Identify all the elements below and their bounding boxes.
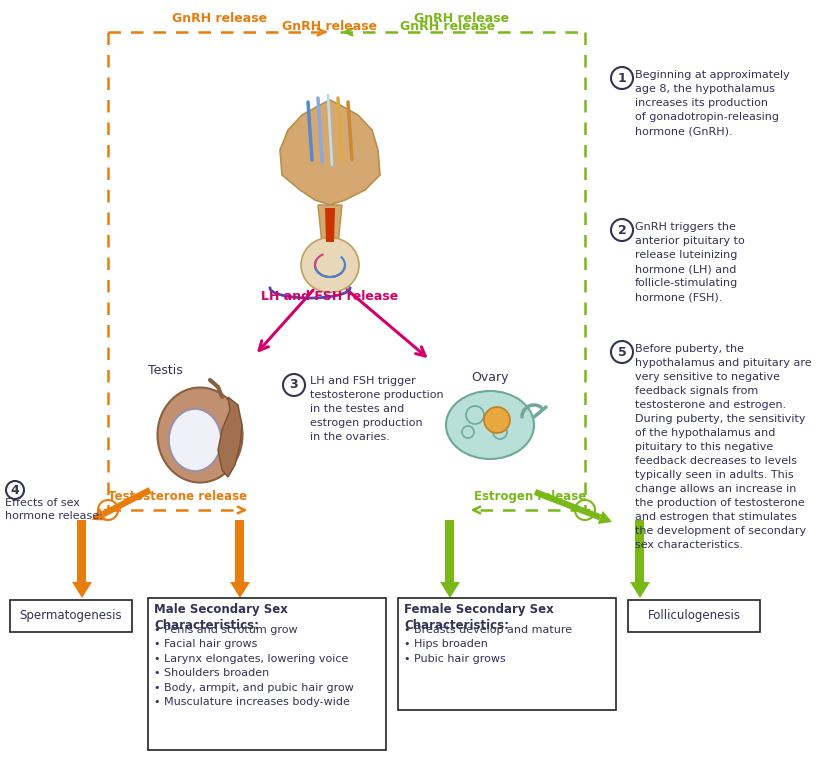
Text: 5: 5 [618,345,626,358]
Polygon shape [101,487,152,517]
Polygon shape [218,397,242,477]
Polygon shape [597,511,612,524]
Text: Estrogen release: Estrogen release [474,490,586,503]
Text: GnRH triggers the
anterior pituitary to
release luteinizing
hormone (LH) and
fol: GnRH triggers the anterior pituitary to … [635,222,745,302]
Polygon shape [440,582,460,598]
Polygon shape [318,205,342,245]
Text: −: − [101,503,115,517]
Ellipse shape [301,238,359,293]
Polygon shape [446,520,455,582]
Text: Testosterone release: Testosterone release [109,490,247,503]
Text: 1: 1 [618,72,626,85]
Bar [628,600,760,632]
Text: −: − [578,503,592,517]
Polygon shape [230,582,250,598]
Polygon shape [635,520,644,582]
Text: Beginning at approximately
age 8, the hypothalamus
increases its production
of g: Beginning at approximately age 8, the hy… [635,70,789,136]
Text: Male Secondary Sex
Characteristics:: Male Secondary Sex Characteristics: [154,603,288,632]
Ellipse shape [169,409,221,471]
Text: • Breasts develop and mature
• Hips broaden
• Pubic hair grows: • Breasts develop and mature • Hips broa… [404,625,572,664]
Circle shape [484,407,510,433]
Text: 3: 3 [290,378,298,391]
Polygon shape [280,100,380,205]
Polygon shape [325,208,335,242]
Text: 4: 4 [11,484,20,497]
Bar [398,598,616,710]
Polygon shape [534,489,602,520]
Bar [10,600,132,632]
Text: LH and FSH release: LH and FSH release [261,290,399,303]
Text: GnRH release: GnRH release [400,20,495,33]
Text: 2: 2 [618,224,626,237]
Text: Before puberty, the
hypothalamus and pituitary are
very sensitive to negative
fe: Before puberty, the hypothalamus and pit… [635,344,812,550]
Bar [148,598,386,750]
Polygon shape [236,520,245,582]
Polygon shape [630,582,650,598]
Text: • Penis and scrotum grow
• Facial hair grows
• Larynx elongates, lowering voice
: • Penis and scrotum grow • Facial hair g… [154,625,353,707]
Text: Spermatogenesis: Spermatogenesis [20,610,122,623]
Text: Effects of sex
hormone release:: Effects of sex hormone release: [5,498,103,521]
Text: GnRH release: GnRH release [172,12,268,25]
Polygon shape [92,508,106,520]
Text: GnRH release: GnRH release [414,12,509,25]
Polygon shape [77,520,87,582]
Text: Ovary: Ovary [471,371,508,384]
Ellipse shape [157,387,242,483]
Text: GnRH release: GnRH release [283,20,377,33]
Polygon shape [72,582,92,598]
Text: Folliculogenesis: Folliculogenesis [648,610,741,623]
Text: LH and FSH trigger
testosterone production
in the testes and
estrogen production: LH and FSH trigger testosterone producti… [310,376,443,442]
Text: Testis: Testis [148,364,183,377]
Ellipse shape [446,391,534,459]
Text: Female Secondary Sex
Characteristics:: Female Secondary Sex Characteristics: [404,603,554,632]
